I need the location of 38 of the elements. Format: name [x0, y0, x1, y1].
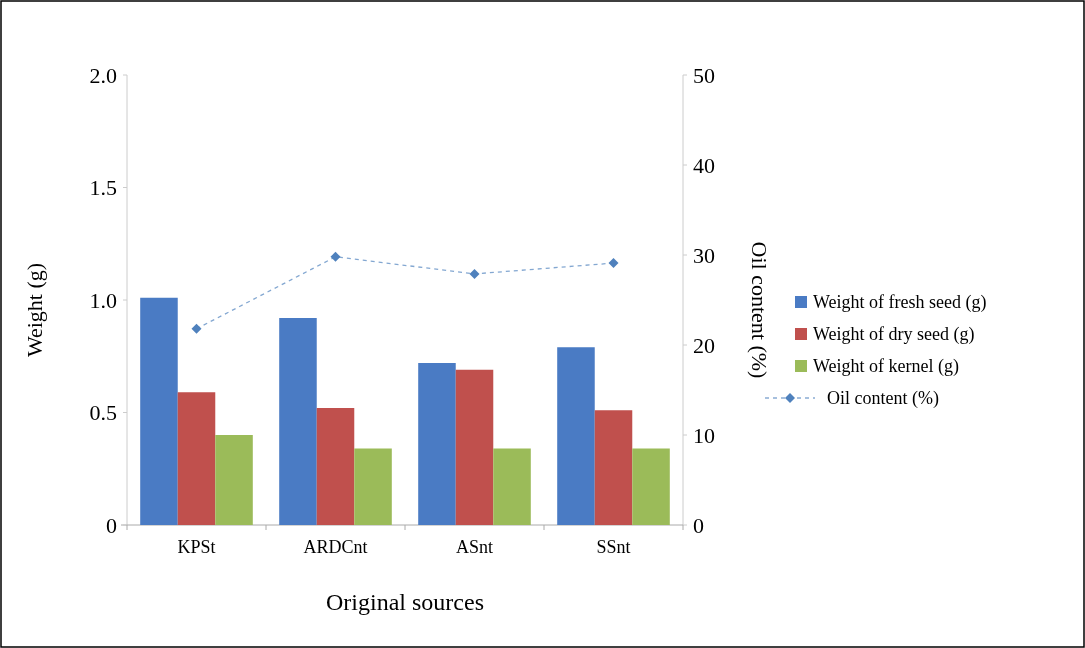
- point: [191, 323, 202, 334]
- x-tick-label: SSnt: [596, 537, 631, 557]
- bar: [279, 318, 317, 525]
- y2-axis-title: Oil content (%): [747, 241, 772, 379]
- y2-tick-label: 10: [693, 422, 715, 448]
- bar: [455, 369, 494, 525]
- bar: [632, 448, 670, 525]
- bar: [215, 435, 253, 525]
- y2-tick-label: 20: [693, 332, 715, 358]
- y-tick-label: 0: [106, 512, 117, 538]
- bar: [354, 448, 392, 525]
- legend-label: Oil content (%): [827, 388, 939, 410]
- x-axis-title: Original sources: [326, 589, 484, 615]
- legend-label: Weight of dry seed (g): [813, 324, 975, 346]
- x-tick-label: ASnt: [455, 537, 494, 557]
- bar: [316, 408, 355, 525]
- bar: [418, 363, 456, 525]
- legend-label: Weight of kernel (g): [813, 356, 959, 378]
- bar: [493, 448, 531, 525]
- point: [608, 258, 619, 269]
- y2-tick-label: 50: [693, 62, 715, 88]
- y2-tick-label: 0: [693, 512, 704, 538]
- y-tick-label: 1.5: [89, 175, 117, 201]
- y2-tick-label: 40: [693, 152, 715, 178]
- bar: [594, 410, 633, 525]
- bar: [177, 392, 216, 525]
- y-tick-label: 0.5: [89, 400, 117, 426]
- y-tick-label: 2.0: [89, 62, 117, 88]
- legend-label: Weight of fresh seed (g): [813, 292, 987, 314]
- y-axis-title: Weight (g): [22, 262, 47, 358]
- y2-tick-label: 30: [693, 242, 715, 268]
- point: [469, 268, 480, 279]
- x-tick-label: ARDCnt: [303, 537, 368, 557]
- bar: [140, 297, 178, 525]
- point: [330, 251, 341, 262]
- y-tick-label: 1.0: [89, 287, 117, 313]
- x-tick-label: KPSt: [177, 537, 216, 557]
- bar: [557, 347, 595, 525]
